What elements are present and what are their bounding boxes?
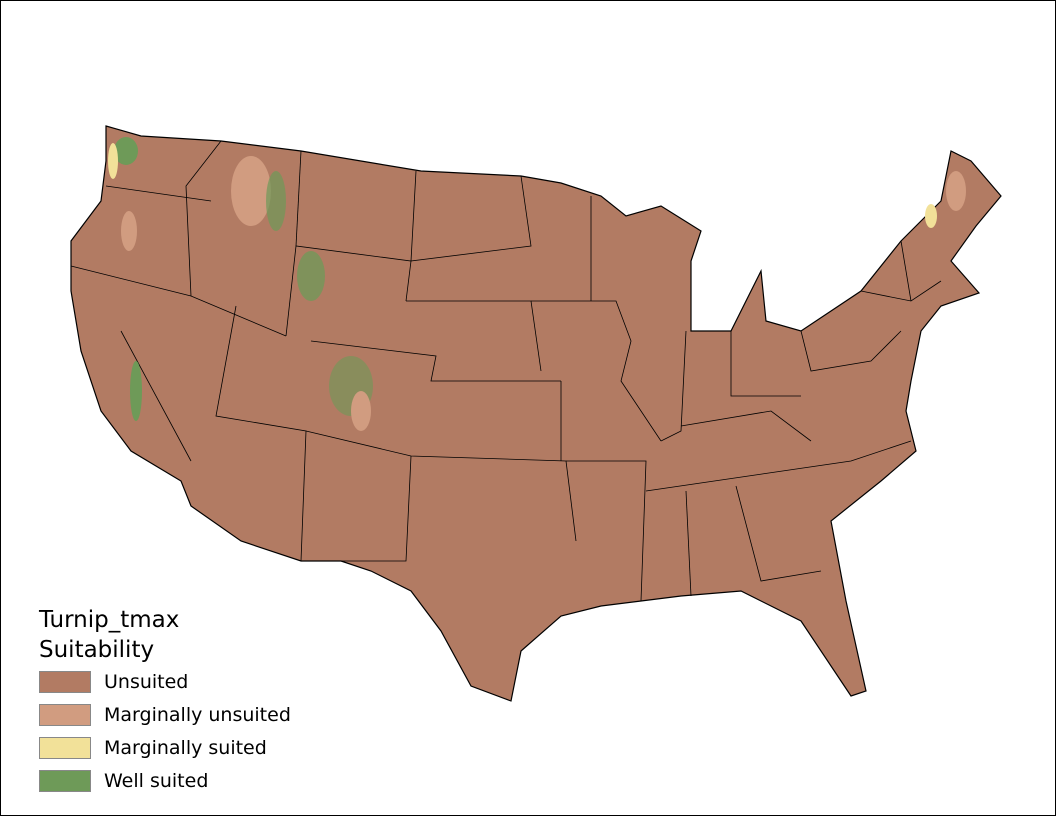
map-legend: Turnip_tmax Suitability Unsuited Margina… [39,605,291,797]
legend-title: Turnip_tmax [39,607,180,633]
legend-label: Marginally suited [104,736,267,759]
legend-subtitle: Suitability [39,637,155,663]
legend-label: Unsuited [104,670,189,693]
legend-item-unsuited: Unsuited [39,665,291,698]
legend-swatch [39,736,91,759]
suitability-patches [108,137,966,431]
state-borders [70,140,942,602]
legend-label: Well suited [104,769,209,792]
legend-item-marginally-unsuited: Marginally unsuited [39,698,291,731]
legend-label: Marginally unsuited [104,703,291,726]
legend-swatch [39,769,91,792]
legend-swatch [39,670,91,693]
legend-item-marginally-suited: Marginally suited [39,731,291,764]
legend-item-well-suited: Well suited [39,764,291,797]
legend-swatch [39,703,91,726]
